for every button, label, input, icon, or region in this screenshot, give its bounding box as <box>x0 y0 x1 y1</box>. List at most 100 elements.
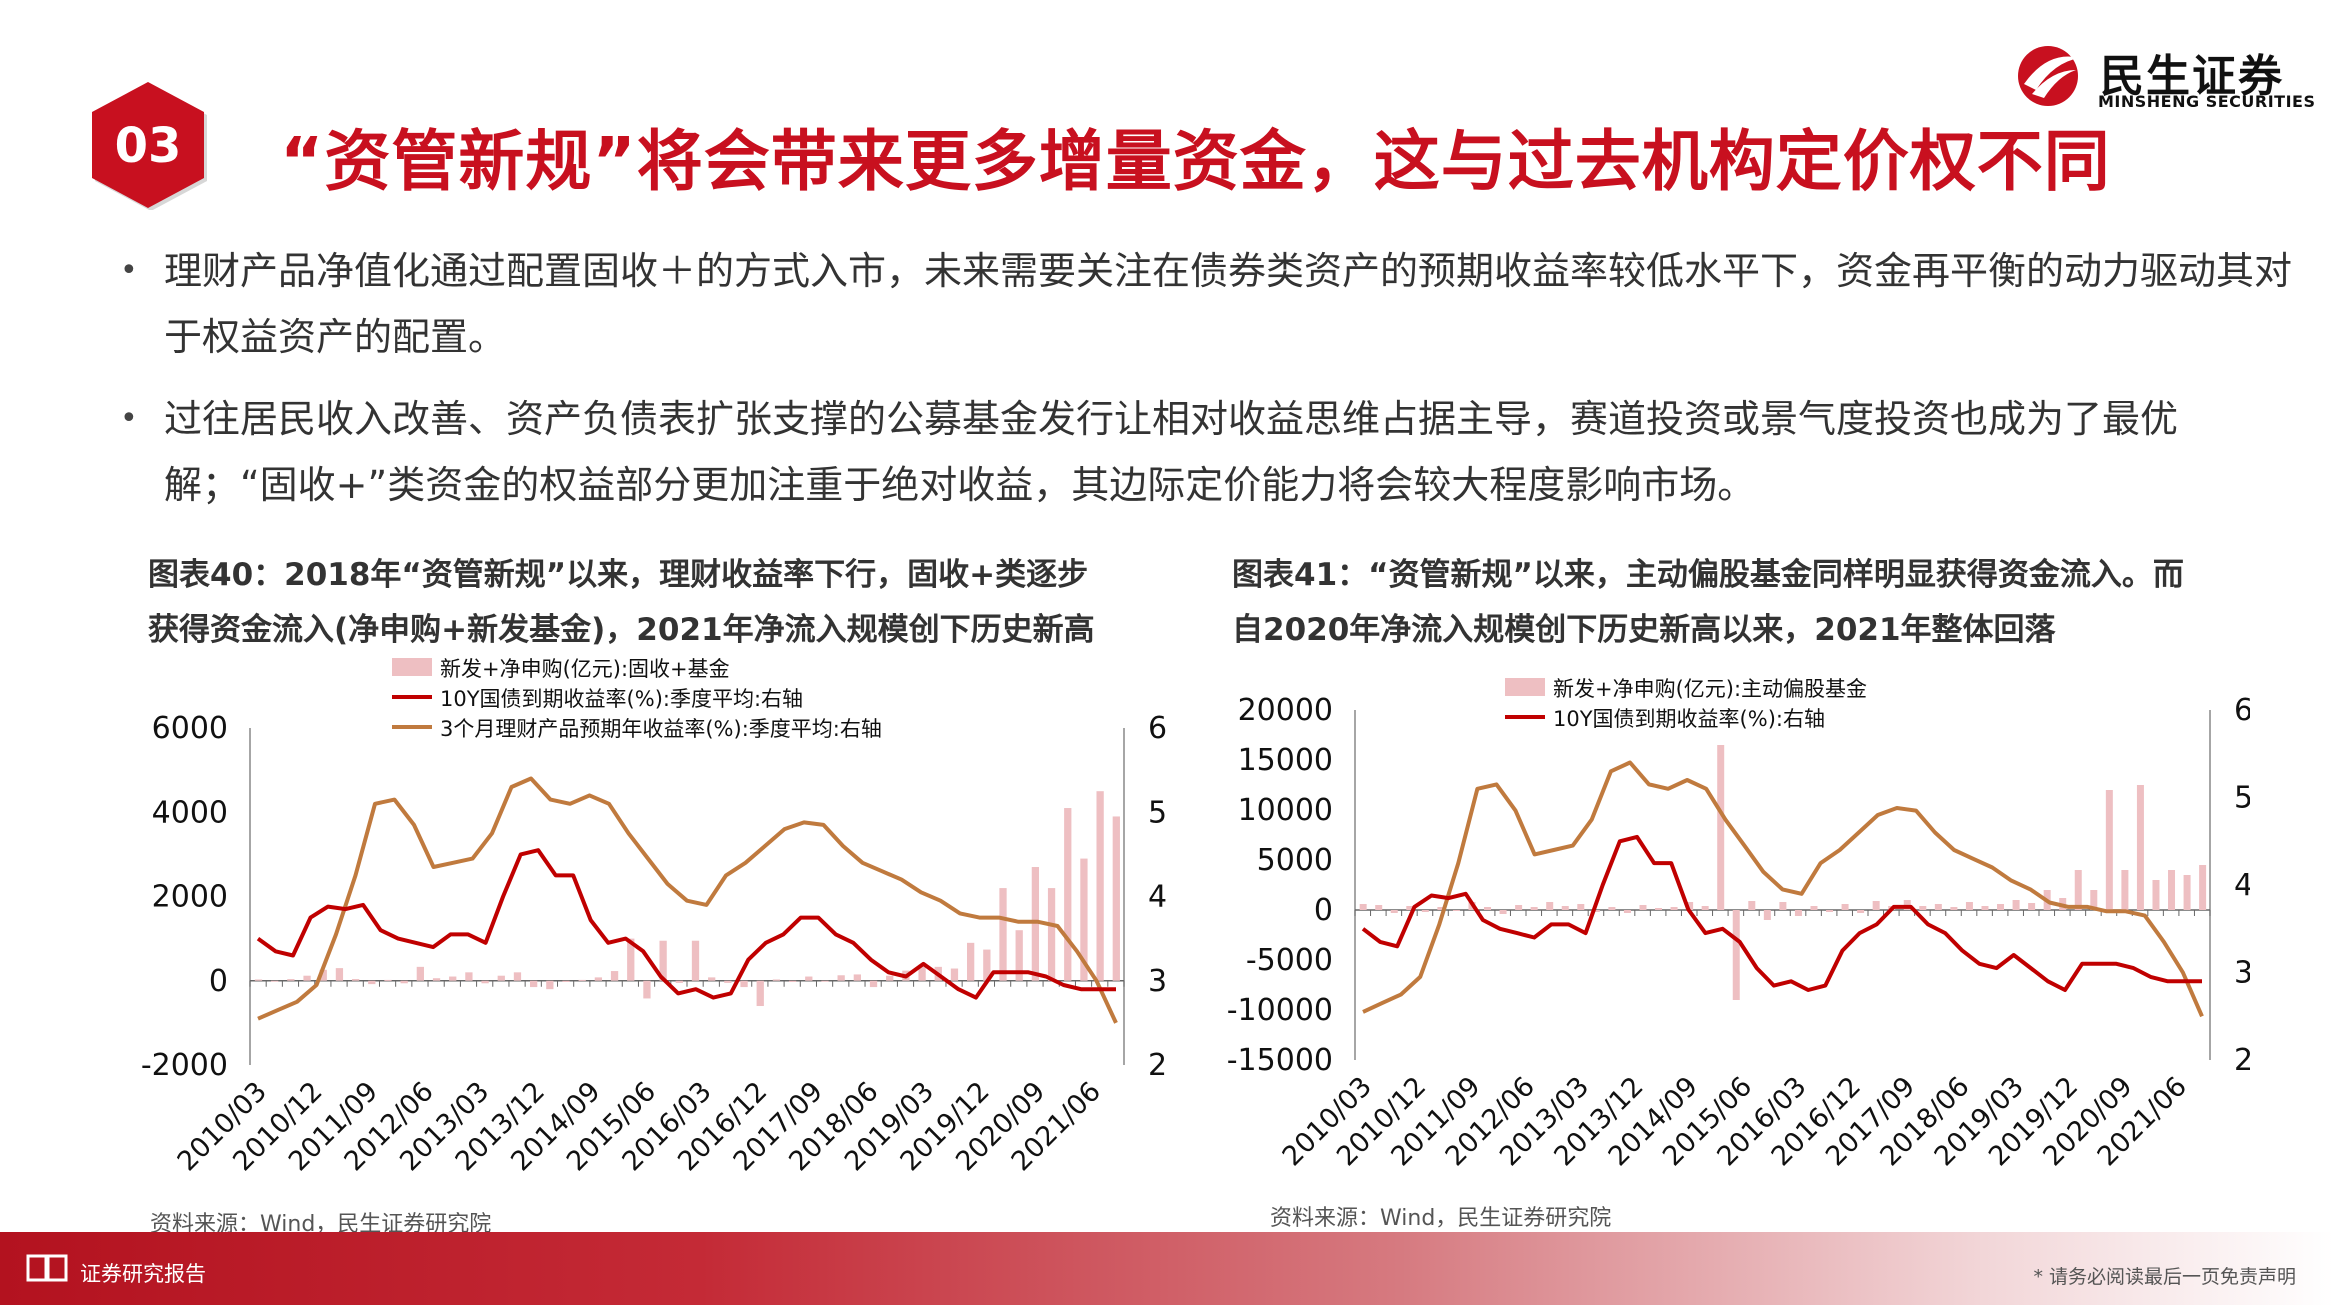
bar <box>708 977 716 981</box>
bar <box>1499 910 1507 914</box>
legend-swatch-bar <box>1505 678 1545 696</box>
bar <box>837 975 845 981</box>
bar <box>950 968 959 981</box>
bar <box>2090 890 2098 910</box>
bar <box>1748 901 1756 910</box>
bullet-text: 理财产品净值化通过配置固收＋的方式入市，未来需要关注在债券类资产的预期收益率较低… <box>164 249 2293 359</box>
bar <box>756 980 764 1007</box>
y-right-tick-label: 3 <box>1148 964 1167 999</box>
y-left-tick-label: -5000 <box>1246 943 1333 978</box>
y-left-tick-label: -2000 <box>141 1048 228 1083</box>
bar <box>432 978 441 981</box>
bar <box>1919 906 1927 910</box>
y-left-tick-label: 2000 <box>152 880 228 915</box>
y-right-tick-label: 2 <box>2234 1043 2250 1078</box>
y-right-tick-label: 6 <box>2234 693 2250 728</box>
bar <box>1096 791 1104 981</box>
bar <box>254 979 263 981</box>
bar <box>1592 910 1600 912</box>
bar <box>546 980 554 990</box>
bar <box>1965 902 1973 910</box>
y-left-tick-label: 15000 <box>1238 743 1333 778</box>
bar <box>1375 905 1383 910</box>
bar <box>2028 903 2036 910</box>
bar <box>400 980 408 984</box>
left-chart-caption: 图表40：2018年“资管新规”以来，理财收益率下行，固收+类逐步 获得资金流入… <box>148 548 1188 658</box>
bar <box>627 938 635 981</box>
bar <box>740 980 748 988</box>
bar <box>513 972 522 981</box>
footer-bar <box>0 1232 2334 1305</box>
bar <box>1437 907 1445 910</box>
logo-text-cn: 民生证券 <box>2100 51 2284 102</box>
bar <box>1546 902 1554 910</box>
bullet-item-2: • 过往居民收入改善、资产负债表扩张支撑的公募基金发行让相对收益思维占据主导，赛… <box>120 386 2300 518</box>
section-number: 03 <box>115 118 182 174</box>
bullet-dot: • <box>120 253 138 288</box>
bar <box>2152 880 2160 910</box>
bar <box>1670 907 1678 910</box>
y-left-tick-label: 0 <box>209 964 228 999</box>
bar <box>271 980 279 982</box>
bar <box>481 980 489 984</box>
bar <box>1577 904 1585 910</box>
legend-label: 10Y国债到期收益率(%):右轴 <box>1553 707 1825 731</box>
y-right-tick-label: 3 <box>2234 956 2250 991</box>
bar <box>724 980 732 983</box>
bar <box>1515 905 1523 910</box>
bar <box>805 976 813 981</box>
footer-label: 证券研究报告 <box>80 1262 206 1286</box>
right-chart: 20000 15000 10000 5000 0 -5000 -10000 -15000 6 5 4… <box>1227 677 2250 1172</box>
bar <box>2105 790 2113 910</box>
bullet-text: 过往居民收入改善、资产负债表扩张支撑的公募基金发行让相对收益思维占据主导，赛道投… <box>164 397 2179 507</box>
bar <box>1950 907 1958 910</box>
section-badge: 03 <box>92 82 207 210</box>
bar <box>821 980 829 982</box>
left-chart-caption-line2: 获得资金流入(净申购+新发基金)，2021年净流入规模创下历史新高 <box>148 612 1095 648</box>
wealth-management-yield-line <box>257 776 1118 1024</box>
bar <box>886 975 894 981</box>
y-left-tick-label: 6000 <box>152 711 228 746</box>
bar <box>1763 910 1771 920</box>
right-chart-caption-line1: 图表41：“资管新规”以来，主动偏股基金同样明显获得资金流入。而 <box>1232 557 2184 593</box>
bar <box>2199 865 2207 910</box>
bar <box>1623 910 1631 913</box>
bar <box>1639 905 1647 910</box>
bar <box>2121 870 2129 910</box>
bar <box>1794 910 1802 916</box>
bar <box>853 974 861 981</box>
bar <box>1031 867 1040 981</box>
bar <box>1452 910 1460 911</box>
bar <box>416 966 424 981</box>
left-chart-caption-line1: 图表40：2018年“资管新规”以来，理财收益率下行，固收+类逐步 <box>148 557 1089 593</box>
bar <box>1872 901 1880 910</box>
bar <box>788 980 797 983</box>
bar <box>1732 910 1740 1000</box>
right-chart-caption: 图表41：“资管新规”以来，主动偏股基金同样明显获得资金流入。而 自2020年净… <box>1232 548 2272 658</box>
bar <box>1686 902 1694 910</box>
y-left-tick-label: 10000 <box>1238 793 1333 828</box>
bar <box>1717 745 1725 910</box>
bar <box>1359 904 1367 910</box>
y-right-tick-label: 2 <box>1148 1048 1167 1083</box>
bar <box>303 975 311 981</box>
bar <box>1047 888 1056 981</box>
bullet-dot: • <box>120 401 138 436</box>
bar <box>1390 910 1398 913</box>
bar <box>675 980 683 983</box>
bar <box>2136 785 2144 910</box>
brand-logo: 民生证券 MINSHENG SECURITIES <box>2010 40 2315 111</box>
treasury-10y-yield-line <box>256 848 1116 1000</box>
bar <box>465 972 473 981</box>
bar <box>869 980 878 988</box>
bar <box>497 975 505 981</box>
bar <box>1981 906 1989 910</box>
y-left-tick-label: 0 <box>1314 893 1333 928</box>
bar <box>1064 808 1072 981</box>
logo-text-en: MINSHENG SECURITIES <box>2098 92 2316 111</box>
bar <box>1015 930 1023 981</box>
bar <box>1779 902 1787 910</box>
bar <box>335 968 344 981</box>
bar <box>351 979 360 981</box>
treasury-10y-yield-line <box>1361 834 2202 992</box>
